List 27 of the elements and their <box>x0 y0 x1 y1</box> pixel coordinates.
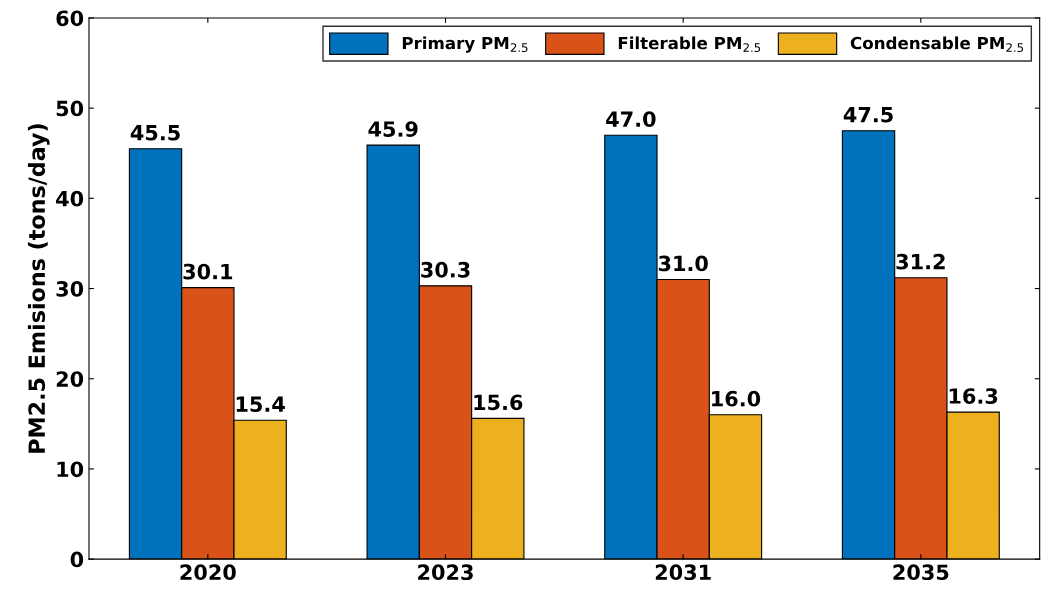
data-label: 30.3 <box>421 261 470 278</box>
data-label: 31.2 <box>896 253 945 270</box>
data-label: 47.5 <box>843 107 893 123</box>
data-label: 45.9 <box>368 121 418 137</box>
y-tick-label: 20 <box>56 371 84 387</box>
y-axis-title: PM2.5 Emisions (tons/day) <box>27 124 50 453</box>
legend-label: Filterable PM$_{2.5}$ <box>618 36 761 52</box>
data-label: 16.0 <box>712 390 761 407</box>
data-label: 15.6 <box>474 394 523 411</box>
data-label: 30.1 <box>183 263 233 280</box>
data-label: 15.4 <box>236 396 285 413</box>
y-tick-label: 0 <box>70 551 84 568</box>
legend-label: Condensable PM$_{2.5}$ <box>850 36 1024 52</box>
data-label: 47.0 <box>606 111 656 127</box>
x-tick-label: 2020 <box>180 564 236 581</box>
y-tick-label: 60 <box>56 10 84 27</box>
legend-label: Primary PM$_{2.5}$ <box>402 36 528 53</box>
x-tick-label: 2031 <box>655 564 711 581</box>
y-tick-label: 30 <box>56 280 84 297</box>
data-label: 45.5 <box>130 125 180 141</box>
y-tick-label: 10 <box>57 461 84 478</box>
y-tick-label: 40 <box>56 190 84 207</box>
x-tick-label: 2035 <box>893 564 949 581</box>
data-label: 31.0 <box>658 255 708 272</box>
y-tick-label: 50 <box>56 100 84 117</box>
data-label: 16.3 <box>949 388 998 404</box>
x-tick-label: 2023 <box>418 564 473 581</box>
